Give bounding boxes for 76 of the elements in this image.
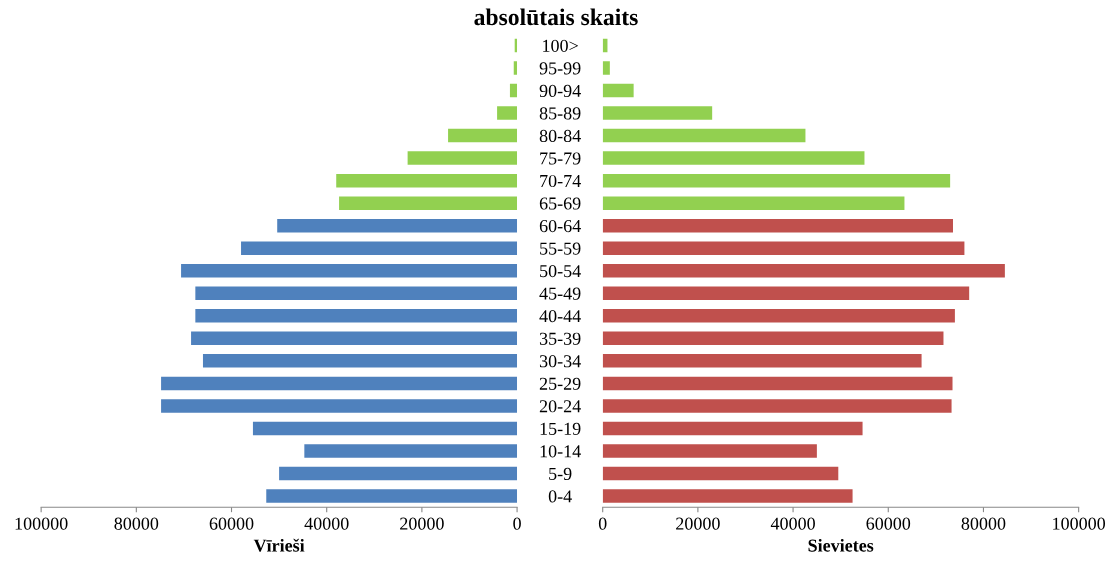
y-tick-label: 90-94 <box>539 84 581 97</box>
bar <box>602 421 863 436</box>
y-tick-label: 50-54 <box>540 265 581 278</box>
bar <box>602 376 953 391</box>
bar <box>448 128 518 143</box>
bar <box>602 151 865 165</box>
bar <box>336 173 518 188</box>
bar <box>195 309 518 323</box>
bar <box>602 489 853 503</box>
y-tick-label: 10-14 <box>540 445 581 458</box>
bar <box>161 376 518 391</box>
y-tick-label: 85-89 <box>539 107 581 120</box>
x-tick-label: 60000 <box>209 517 254 530</box>
bar <box>602 331 944 346</box>
bar <box>304 444 518 458</box>
x-axis-title: Sievietes <box>808 538 874 552</box>
bar <box>602 61 610 75</box>
bar <box>161 399 518 413</box>
y-tick-label: 95-99 <box>539 62 581 75</box>
x-tick-label: 0 <box>513 517 521 530</box>
x-axis-title: Vīrieši <box>253 538 305 552</box>
x-tick-label: 40000 <box>304 517 349 530</box>
bar <box>252 421 518 436</box>
x-tick-label: 40000 <box>770 517 815 530</box>
bar <box>602 286 970 301</box>
bar <box>509 83 518 98</box>
y-tick-label: 20-24 <box>539 400 581 413</box>
bar <box>181 263 518 278</box>
bar <box>241 241 518 255</box>
bar <box>191 331 518 346</box>
x-tick-label: 100000 <box>1053 517 1106 530</box>
y-tick-label: 5-9 <box>549 467 572 480</box>
y-tick-label: 15-19 <box>540 422 581 435</box>
bar <box>277 218 518 233</box>
y-tick-label: 35-39 <box>539 332 581 345</box>
y-tick-label: 30-34 <box>539 355 581 368</box>
y-tick-label: 70-74 <box>540 174 581 188</box>
chart-title: absolūtais skaits <box>474 8 638 26</box>
bar <box>602 444 817 458</box>
y-tick-label: 45-49 <box>539 287 581 300</box>
bar <box>602 309 955 323</box>
x-tick-label: 60000 <box>866 517 911 530</box>
bar <box>602 354 922 368</box>
x-tick-label: 0 <box>598 517 607 530</box>
bar <box>339 196 518 210</box>
y-tick-label: 0-4 <box>548 490 572 503</box>
x-tick-label: 100000 <box>15 517 68 530</box>
y-tick-label: 80-84 <box>539 129 581 143</box>
y-tick-label: 75-79 <box>540 152 581 165</box>
bar <box>602 106 713 120</box>
bar <box>279 466 518 481</box>
x-tick-label: 20000 <box>676 517 720 530</box>
bar <box>602 83 634 98</box>
bar <box>602 263 1005 278</box>
y-tick-label: 40-44 <box>539 310 581 323</box>
bar <box>602 196 905 210</box>
bar <box>602 128 806 143</box>
bar <box>602 466 839 481</box>
y-tick-label: 60-64 <box>539 219 581 233</box>
bar <box>602 218 953 233</box>
bar <box>497 106 518 120</box>
x-tick-label: 20000 <box>400 517 444 530</box>
y-tick-label: 25-29 <box>539 377 581 390</box>
x-tick-label: 80000 <box>961 517 1006 530</box>
y-tick-label: 65-69 <box>539 197 581 210</box>
bar <box>195 286 518 301</box>
bar <box>202 354 518 368</box>
bar <box>513 61 518 75</box>
x-tick-label: 80000 <box>114 517 159 530</box>
bar <box>602 173 951 188</box>
y-tick-label: 55-59 <box>540 242 581 255</box>
bar <box>602 241 965 255</box>
bar <box>407 151 518 165</box>
bar <box>602 399 952 413</box>
bar <box>266 489 518 503</box>
y-tick-label: 100> <box>543 39 578 52</box>
